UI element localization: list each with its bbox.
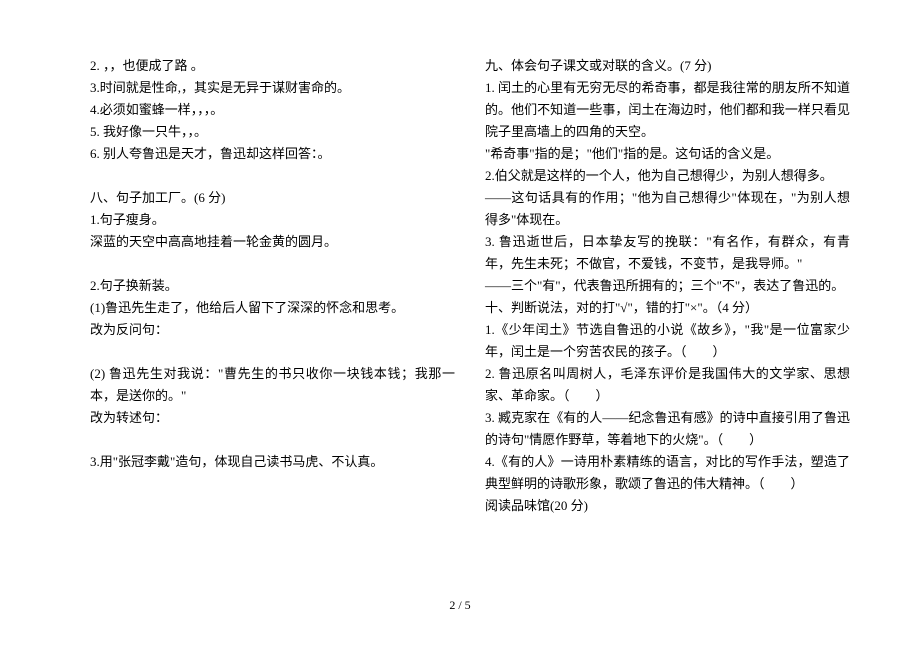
- answer-line: [90, 253, 455, 275]
- q8-3: 3.用"张冠李戴"造句，体现自己读书马虎、不认真。: [90, 451, 455, 473]
- q10-1: 1.《少年闰土》节选自鲁迅的小说《故乡》，"我"是一位富家少年，闰土是一个穷苦农…: [485, 319, 850, 363]
- q10-2: 2. 鲁迅原名叫周树人，毛泽东评价是我国伟大的文学家、思想家、革命家。（ ）: [485, 363, 850, 407]
- q10-4: 4.《有的人》一诗用朴素精练的语言，对比的写作手法，塑造了典型鲜明的诗歌形象，歌…: [485, 451, 850, 495]
- q8-1-text: 深蓝的天空中高高地挂着一轮金黄的圆月。: [90, 231, 455, 253]
- right-column: 九、体会句子课文或对联的含义。(7 分) 1. 闰土的心里有无穷无尽的希奇事，都…: [485, 55, 850, 621]
- reading-section-heading: 阅读品味馆(20 分): [485, 495, 850, 517]
- q10-3: 3. 臧克家在《有的人——纪念鲁迅有感》的诗中直接引用了鲁迅的诗句"情愿作野草，…: [485, 407, 850, 451]
- question-3: 3.时间就是性命,，其实是无异于谋财害命的。: [90, 77, 455, 99]
- question-4: 4.必须如蜜蜂一样，，，。: [90, 99, 455, 121]
- question-6: 6. 别人夸鲁迅是天才，鲁迅却这样回答：。: [90, 143, 455, 165]
- answer-line: [90, 429, 455, 451]
- q8-2-1: (1)鲁迅先生走了，他给后人留下了深深的怀念和思考。: [90, 297, 455, 319]
- q9-3-passage: 3. 鲁迅逝世后，日本挚友写的挽联："有名作，有群众，有青年，先生未死；不做官，…: [485, 231, 850, 275]
- answer-line: [90, 341, 455, 363]
- question-5: 5. 我好像一只牛，，。: [90, 121, 455, 143]
- section-10-heading: 十、判断说法，对的打"√"，错的打"×"。（4 分）: [485, 297, 850, 319]
- section-8-heading: 八、句子加工厂。(6 分): [90, 187, 455, 209]
- q8-2-heading: 2.句子换新装。: [90, 275, 455, 297]
- page-number: 2 / 5: [0, 598, 920, 613]
- q9-2-questions: ——这句话具有的作用；"他为自己想得少"体现在，"为别人想得多"体现在。: [485, 187, 850, 231]
- page-container: 2. ，，也便成了路 。 3.时间就是性命,，其实是无异于谋财害命的。 4.必须…: [0, 0, 920, 651]
- spacer: [90, 165, 455, 187]
- q9-3-questions: ——三个"有"，代表鲁迅所拥有的；三个"不"，表达了鲁迅的。: [485, 275, 850, 297]
- q9-1-passage: 1. 闰土的心里有无穷无尽的希奇事，都是我往常的朋友所不知道的。他们不知道一些事…: [485, 77, 850, 143]
- q9-1-questions: "希奇事"指的是；"他们"指的是。这句话的含义是。: [485, 143, 850, 165]
- q8-2-2-instr: 改为转述句：: [90, 407, 455, 429]
- q8-2-2: (2) 鲁迅先生对我说："曹先生的书只收你一块钱本钱；我那一本，是送你的。": [90, 363, 455, 407]
- q9-2-passage: 2.伯父就是这样的一个人，他为自己想得少，为别人想得多。: [485, 165, 850, 187]
- question-2: 2. ，，也便成了路 。: [90, 55, 455, 77]
- q8-2-1-instr: 改为反问句：: [90, 319, 455, 341]
- left-column: 2. ，，也便成了路 。 3.时间就是性命,，其实是无异于谋财害命的。 4.必须…: [90, 55, 455, 621]
- section-9-heading: 九、体会句子课文或对联的含义。(7 分): [485, 55, 850, 77]
- q8-1-heading: 1.句子瘦身。: [90, 209, 455, 231]
